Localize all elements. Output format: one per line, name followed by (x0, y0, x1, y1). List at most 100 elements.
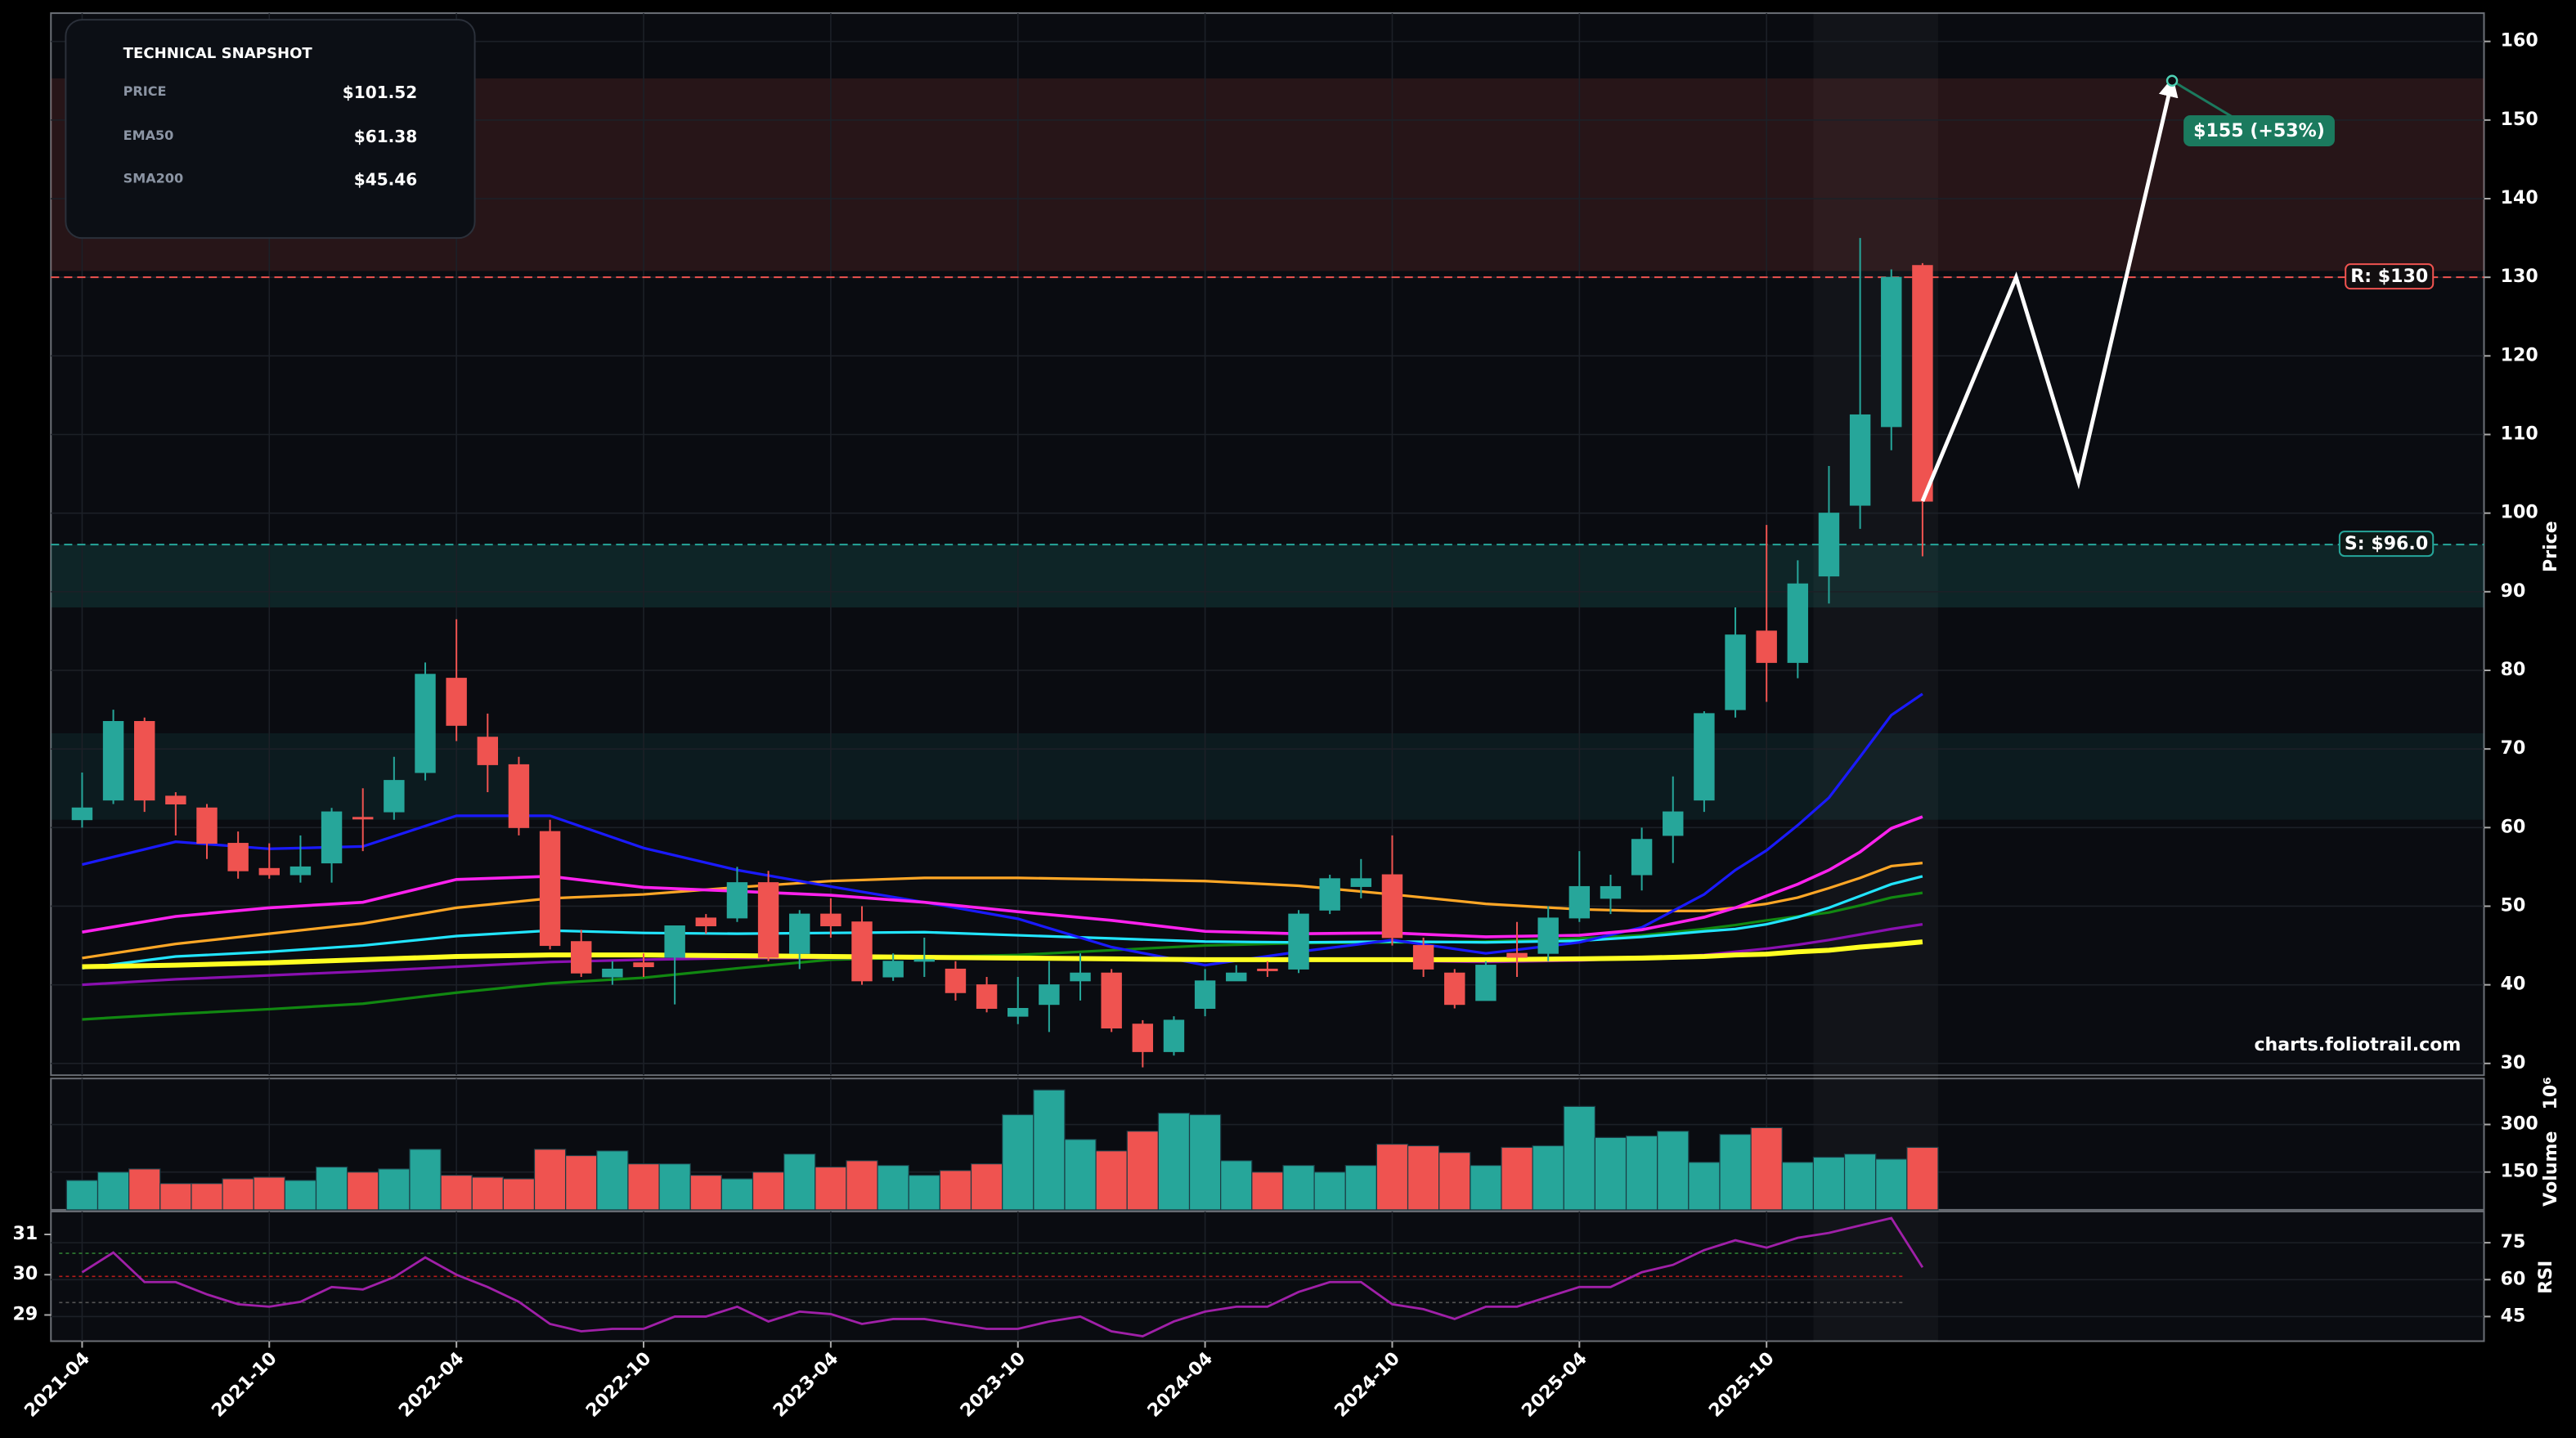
moving-average (82, 815, 1923, 939)
candle-body (1039, 984, 1060, 1006)
candle-body (1537, 917, 1559, 954)
candle-body (851, 921, 873, 982)
volume-bar (65, 1180, 99, 1211)
candle-body (820, 913, 841, 927)
volume-bar (1344, 1164, 1377, 1211)
candle-body (913, 959, 936, 962)
candle-body (1663, 811, 1684, 836)
volume-bar (1532, 1145, 1564, 1211)
volume-bar (1625, 1135, 1658, 1211)
y-tick-label: 80 (2501, 659, 2526, 680)
rsi-line (81, 1216, 1924, 1337)
y-tick-label: 30 (12, 1263, 38, 1284)
candle-body (664, 925, 685, 958)
volume-bar (440, 1174, 473, 1211)
candle-body (1756, 630, 1777, 663)
y-axis-label: RSI (2535, 1261, 2556, 1294)
volume-bar (689, 1174, 722, 1211)
candle-body (1881, 276, 1902, 428)
y-tick-label: 150 (2501, 109, 2538, 130)
candle-body (602, 968, 623, 978)
annotation-marker (2165, 74, 2179, 87)
volume-bar (783, 1153, 816, 1211)
y-tick-label: 110 (2501, 423, 2538, 445)
volume-bar (1033, 1089, 1066, 1211)
volume-bar (846, 1160, 878, 1211)
volume-bar (1407, 1145, 1440, 1211)
volume-bar (908, 1174, 940, 1211)
volume-bar (1376, 1143, 1409, 1211)
y-tick-label: 70 (2501, 737, 2526, 759)
y-tick-label: 120 (2501, 344, 2538, 365)
candle-body (539, 831, 561, 947)
candle-body (1506, 952, 1528, 958)
plot-layer: 2021-04 2021-10 2022-04 2022-10 2023-04 2023-… (12, 12, 2561, 1422)
y-tick-label: 29 (12, 1304, 38, 1325)
volume-bar (627, 1163, 660, 1211)
volume-bar (1188, 1113, 1222, 1211)
candle-body (227, 843, 249, 871)
y-tick-label: 50 (2501, 894, 2526, 916)
volume-bar (253, 1176, 285, 1211)
projection-line (1920, 77, 2179, 502)
candle-body (945, 968, 967, 993)
candle-body (1381, 874, 1403, 939)
volume-bar (1688, 1162, 1721, 1211)
moving-average (82, 875, 1923, 970)
candle-body (477, 737, 498, 765)
volume-bar (1781, 1162, 1815, 1211)
y-axis-label: Price (2540, 521, 2561, 572)
candle-body (571, 941, 592, 974)
candle-body (1132, 1024, 1154, 1052)
volume-bar (1657, 1131, 1690, 1211)
snapshot-panel (65, 19, 476, 240)
candle-body (1444, 972, 1465, 1006)
candle-body (1319, 878, 1340, 911)
volume-bar (284, 1180, 317, 1211)
candle-body (71, 807, 93, 821)
volume-bar (1095, 1150, 1128, 1211)
snapshot-value: $45.46 (354, 169, 418, 189)
y-tick-label: 30 (2501, 1052, 2526, 1073)
volume-bar (565, 1154, 598, 1211)
candle-body (789, 913, 810, 954)
candle-body (1694, 713, 1715, 801)
volume-bar (1563, 1105, 1596, 1211)
volume-bar (315, 1166, 348, 1211)
snapshot-label: PRICE (123, 83, 167, 99)
volume-bar (347, 1171, 379, 1211)
volume-bar (1812, 1156, 1846, 1211)
volume-bar (1594, 1136, 1627, 1211)
volume-bar (222, 1178, 254, 1211)
candle-body (415, 674, 436, 773)
candle-body (1818, 513, 1840, 577)
candle-body (1070, 972, 1091, 982)
candle-body (321, 811, 343, 864)
candle-body (757, 882, 779, 958)
volume-bar (970, 1163, 1003, 1211)
candle-body (165, 795, 186, 804)
y2-tick-label: 60 (2501, 1268, 2526, 1289)
y-tick-label: 60 (2501, 816, 2526, 837)
volume-bar (939, 1170, 972, 1211)
volume-bar (1719, 1133, 1752, 1211)
moving-average (82, 939, 1923, 970)
volume-bar (1313, 1171, 1346, 1211)
candle-body (1912, 265, 1933, 502)
volume-bar (1750, 1127, 1783, 1211)
candle-body (102, 720, 124, 801)
candle-body (196, 807, 218, 844)
candle-body (446, 678, 467, 726)
volume-bar (1843, 1153, 1877, 1211)
snapshot-value: $101.52 (343, 83, 417, 102)
y-tick-label: 31 (12, 1223, 38, 1244)
volume-bar (471, 1176, 504, 1211)
volume-bar (877, 1164, 909, 1211)
volume-bar (1501, 1146, 1533, 1211)
volume-bar (1438, 1152, 1471, 1211)
zone (51, 544, 2484, 608)
candle-body (384, 780, 405, 813)
annotation-box (2183, 114, 2335, 147)
volume-bar (1220, 1160, 1253, 1211)
volume-bar (658, 1163, 691, 1211)
